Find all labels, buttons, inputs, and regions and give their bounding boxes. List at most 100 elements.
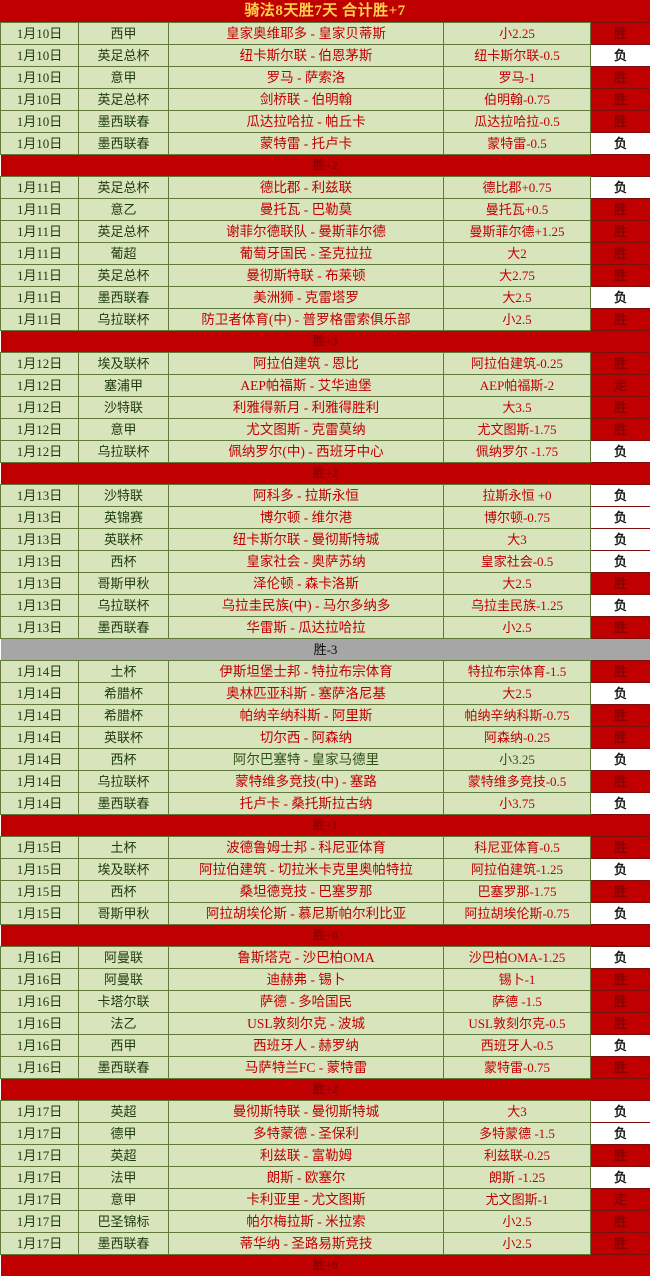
result-badge: 胜 <box>591 991 650 1013</box>
league-name: 英超 <box>79 1101 169 1123</box>
handicap-pick: 小2.25 <box>444 23 591 45</box>
result-badge: 负 <box>591 903 650 925</box>
league-name: 塞浦甲 <box>79 375 169 397</box>
match-teams: 托卢卡 - 桑托斯拉古纳 <box>169 793 444 815</box>
handicap-pick: 科尼亚体育-0.5 <box>444 837 591 859</box>
result-badge: 胜 <box>591 309 650 331</box>
match-date: 1月11日 <box>1 265 79 287</box>
handicap-pick: 沙巴柏OMA-1.25 <box>444 947 591 969</box>
match-teams: 谢菲尔德联队 - 曼斯菲尔德 <box>169 221 444 243</box>
result-badge: 胜 <box>591 617 650 639</box>
league-name: 西杯 <box>79 749 169 771</box>
handicap-pick: 阿森纳-0.25 <box>444 727 591 749</box>
league-name: 墨西联春 <box>79 133 169 155</box>
handicap-pick: 大2.5 <box>444 683 591 705</box>
match-teams: AEP帕福斯 - 艾华迪堡 <box>169 375 444 397</box>
handicap-pick: 利兹联-0.25 <box>444 1145 591 1167</box>
match-date: 1月16日 <box>1 947 79 969</box>
handicap-pick: 佩纳罗尔 -1.75 <box>444 441 591 463</box>
match-date: 1月16日 <box>1 1013 79 1035</box>
league-name: 法乙 <box>79 1013 169 1035</box>
league-name: 西甲 <box>79 1035 169 1057</box>
result-badge: 胜 <box>591 265 650 287</box>
match-teams: 尤文图斯 - 克雷莫纳 <box>169 419 444 441</box>
match-date: 1月12日 <box>1 397 79 419</box>
match-teams: 萨德 - 多哈国民 <box>169 991 444 1013</box>
handicap-pick: 大2.75 <box>444 265 591 287</box>
result-badge: 负 <box>591 507 650 529</box>
match-teams: 皇家社会 - 奥萨苏纳 <box>169 551 444 573</box>
handicap-pick: 瓜达拉哈拉-0.5 <box>444 111 591 133</box>
summary-label: 胜+1 <box>1 815 650 837</box>
match-date: 1月17日 <box>1 1167 79 1189</box>
handicap-pick: 巴塞罗那-1.75 <box>444 881 591 903</box>
summary-label: 胜+3 <box>1 331 650 353</box>
result-badge: 胜 <box>591 1211 650 1233</box>
league-name: 墨西联春 <box>79 1233 169 1255</box>
match-teams: 曼彻斯特联 - 曼彻斯特城 <box>169 1101 444 1123</box>
summary-separator-row: 胜+0 <box>1 925 650 947</box>
match-date: 1月11日 <box>1 199 79 221</box>
match-teams: 马萨特兰FC - 蒙特雷 <box>169 1057 444 1079</box>
handicap-pick: 阿拉伯建筑-0.25 <box>444 353 591 375</box>
summary-separator-row: 胜+3 <box>1 331 650 353</box>
league-name: 英联杯 <box>79 529 169 551</box>
league-name: 意乙 <box>79 199 169 221</box>
handicap-pick: 乌拉圭民族-1.25 <box>444 595 591 617</box>
league-name: 西杯 <box>79 551 169 573</box>
summary-separator-row: 胜+2 <box>1 155 650 177</box>
match-teams: 防卫者体育(中) - 普罗格雷索俱乐部 <box>169 309 444 331</box>
match-date: 1月12日 <box>1 353 79 375</box>
summary-label: 胜+2 <box>1 463 650 485</box>
handicap-pick: 帕纳辛纳科斯-0.75 <box>444 705 591 727</box>
